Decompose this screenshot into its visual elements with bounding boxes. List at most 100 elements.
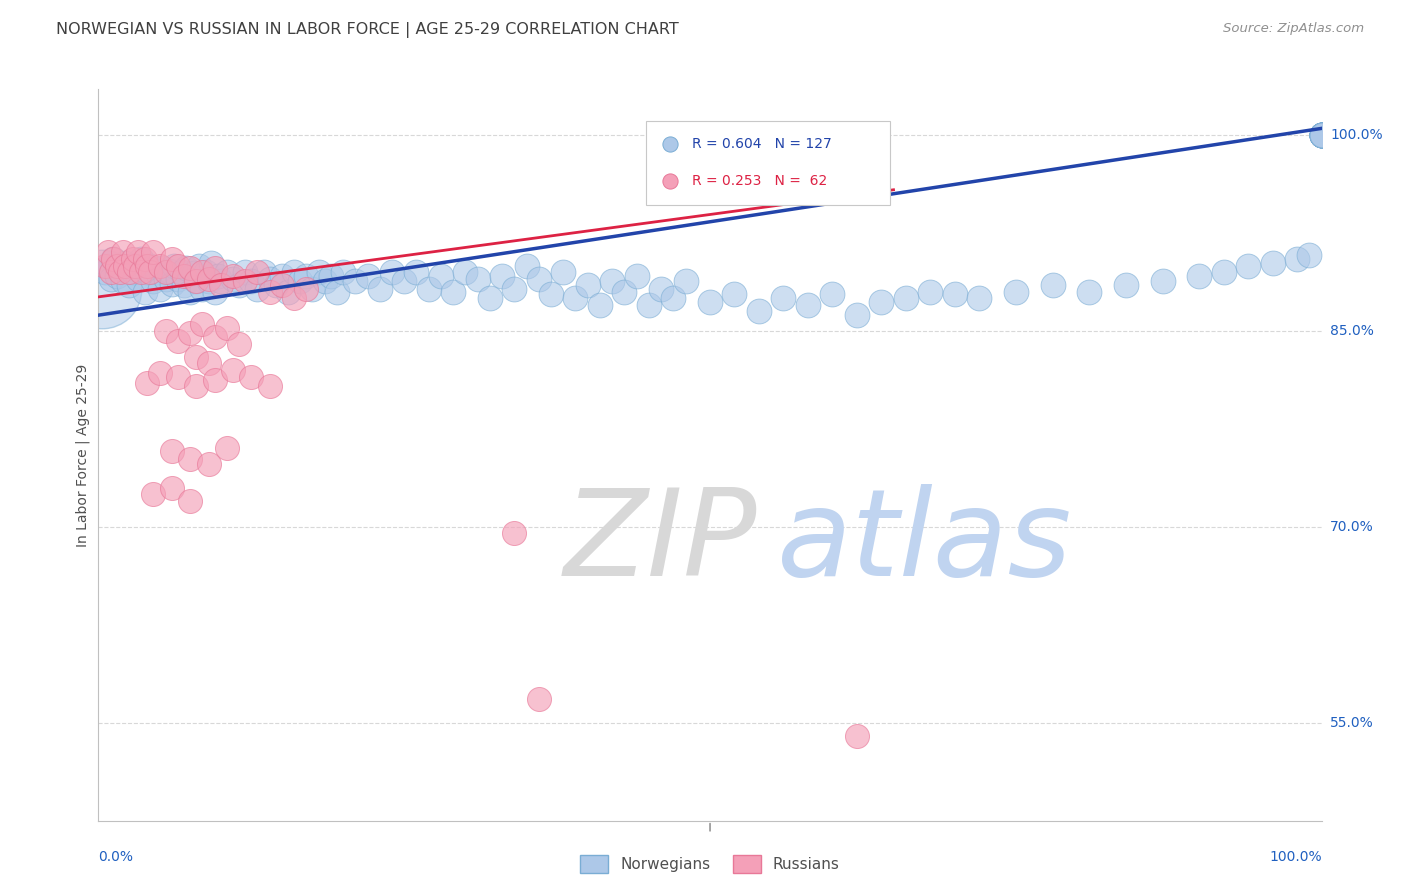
Point <box>1310 128 1333 142</box>
Point <box>283 265 305 279</box>
Point <box>167 369 190 384</box>
Point <box>97 245 120 260</box>
Point <box>173 278 195 293</box>
Point <box>105 259 128 273</box>
Point <box>186 378 208 392</box>
Point <box>308 265 330 279</box>
Point <box>478 291 501 305</box>
Point <box>295 282 318 296</box>
Point <box>283 291 305 305</box>
Point <box>503 526 526 541</box>
Point <box>179 451 201 466</box>
Text: 70.0%: 70.0% <box>1330 520 1374 533</box>
Point <box>139 265 162 279</box>
Point <box>1042 278 1064 293</box>
Point <box>200 256 222 270</box>
Point <box>91 282 114 296</box>
Point <box>1310 128 1333 142</box>
Point <box>100 271 122 285</box>
Point <box>943 287 966 301</box>
Point <box>290 274 312 288</box>
Point <box>467 271 489 285</box>
Legend: Norwegians, Russians: Norwegians, Russians <box>574 849 846 879</box>
Point <box>515 259 537 273</box>
Point <box>136 259 159 273</box>
Point <box>368 282 391 296</box>
Y-axis label: In Labor Force | Age 25-29: In Labor Force | Age 25-29 <box>76 363 90 547</box>
Point <box>105 268 128 283</box>
Point <box>1310 128 1333 142</box>
Point <box>441 285 464 299</box>
Point <box>150 261 173 276</box>
Text: 100.0%: 100.0% <box>1330 128 1382 142</box>
Point <box>142 245 165 260</box>
Point <box>1212 265 1234 279</box>
Point <box>136 265 159 279</box>
Point <box>187 259 209 273</box>
Text: 0.0%: 0.0% <box>98 850 134 863</box>
Point <box>894 291 917 305</box>
Point <box>1310 128 1333 142</box>
Point <box>93 265 115 279</box>
Point <box>124 259 146 273</box>
Point <box>155 265 177 279</box>
Point <box>179 493 201 508</box>
Point <box>155 324 177 338</box>
Point <box>392 274 416 288</box>
Text: Source: ZipAtlas.com: Source: ZipAtlas.com <box>1223 22 1364 36</box>
Point <box>191 265 214 279</box>
Point <box>222 271 245 285</box>
Text: R = 0.253   N =  62: R = 0.253 N = 62 <box>692 174 827 187</box>
Point <box>222 268 245 283</box>
Point <box>277 285 299 299</box>
Point <box>699 295 721 310</box>
Point <box>209 274 232 288</box>
Point <box>1310 128 1333 142</box>
Point <box>870 295 893 310</box>
Point <box>179 326 201 341</box>
Point <box>259 378 281 392</box>
Point <box>101 252 124 266</box>
Point <box>600 274 623 288</box>
Point <box>418 282 440 296</box>
Text: atlas: atlas <box>778 484 1073 601</box>
Point <box>134 285 156 299</box>
Point <box>626 268 648 283</box>
Point <box>118 278 141 293</box>
Point <box>240 369 263 384</box>
Point <box>246 265 269 279</box>
Point <box>491 268 513 283</box>
Point <box>1310 128 1333 142</box>
Point <box>97 259 120 273</box>
Point <box>186 350 208 364</box>
Point <box>1310 128 1333 142</box>
Point <box>259 271 281 285</box>
Point <box>772 291 794 305</box>
Point <box>167 334 190 349</box>
Point <box>1310 128 1333 142</box>
Point <box>637 298 661 312</box>
Point <box>197 274 219 288</box>
Point <box>160 277 183 291</box>
Point <box>204 261 226 276</box>
Point <box>111 274 134 288</box>
Text: NORWEGIAN VS RUSSIAN IN LABOR FORCE | AGE 25-29 CORRELATION CHART: NORWEGIAN VS RUSSIAN IN LABOR FORCE | AG… <box>56 22 679 38</box>
Point <box>204 330 226 344</box>
Point <box>658 291 681 305</box>
Point <box>215 321 238 335</box>
Point <box>650 282 672 296</box>
Text: ZIP: ZIP <box>564 484 756 601</box>
Point <box>179 261 201 276</box>
Point <box>207 268 229 283</box>
Point <box>1115 278 1137 293</box>
Point <box>589 298 612 312</box>
Point <box>114 259 136 273</box>
Point <box>163 259 186 273</box>
Point <box>845 729 868 743</box>
Point <box>356 268 378 283</box>
Point <box>723 287 745 301</box>
Point <box>1310 128 1333 142</box>
Point <box>110 265 132 279</box>
Point <box>129 252 152 266</box>
Point <box>326 285 349 299</box>
